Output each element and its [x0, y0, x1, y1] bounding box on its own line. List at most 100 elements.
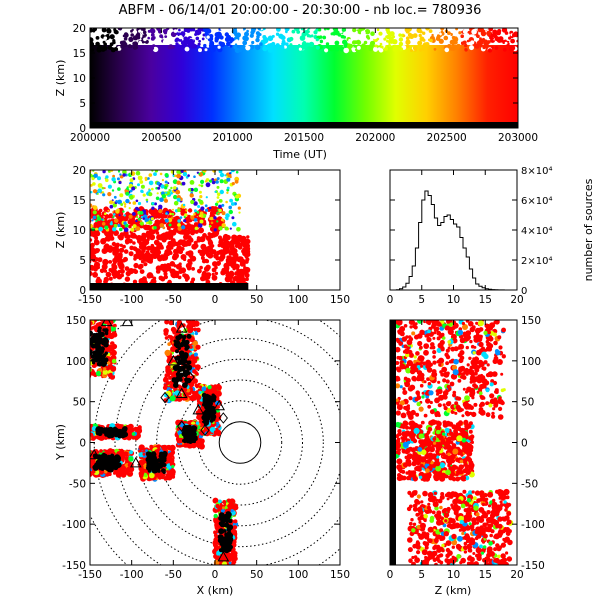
plan-view-source [193, 327, 198, 332]
time-height-source [206, 35, 210, 39]
x-height-upper-source [112, 215, 115, 218]
x-height-upper-source [113, 218, 119, 224]
height-y-source [494, 390, 498, 394]
plan-view-source [81, 343, 86, 348]
time-height-source [203, 43, 207, 48]
time-height-source [376, 28, 380, 32]
plan-view-source [90, 452, 95, 459]
plan-view-source [84, 348, 88, 352]
time-height-source [341, 28, 346, 32]
plan-view-source [230, 499, 234, 503]
time-height-source [109, 42, 114, 47]
x-height-upper-source [154, 170, 159, 173]
x-height-upper-source [168, 223, 172, 227]
x-height-upper-source [95, 227, 99, 231]
time-height-source [181, 45, 185, 50]
time-height-source [244, 31, 249, 37]
x-height-ylabel: Z (km) [54, 212, 67, 249]
x-height-source [86, 226, 90, 230]
plan-view-source [83, 449, 87, 453]
x-tick-label: 202500 [427, 132, 467, 144]
x-height-source [160, 232, 167, 239]
x-height-upper-source [184, 213, 188, 217]
x-height-source [97, 211, 101, 215]
x-height-upper-source [107, 192, 112, 197]
x-height-source [218, 235, 222, 240]
x-height-upper-source [198, 172, 201, 175]
x-height-source [232, 250, 236, 255]
time-height-source [462, 29, 468, 34]
x-height-source [140, 259, 145, 264]
y-tick-label: 5 [79, 98, 86, 110]
plan-view-source [197, 441, 201, 445]
x-height-source [154, 247, 158, 251]
height-y-source [498, 345, 503, 350]
time-height-source [488, 28, 494, 32]
plan-view-source [112, 324, 116, 328]
time-height-source [422, 38, 426, 42]
x-height-source [170, 238, 176, 243]
x-height-source [143, 262, 148, 267]
plan-view-source [226, 498, 231, 503]
x-height-upper-source [229, 198, 234, 203]
x-height-upper-source [224, 174, 227, 177]
plan-view-core-source [151, 451, 156, 456]
time-height-source [149, 28, 155, 33]
x-height-upper-source [213, 228, 217, 232]
x-height-source [143, 224, 149, 230]
x-height-source [202, 270, 207, 276]
plan-view-core-source [185, 431, 189, 435]
time-height-source [464, 43, 468, 48]
time-height-source [214, 32, 220, 38]
plan-view-source [80, 431, 84, 435]
plan-view-source [79, 468, 85, 474]
x-height-upper-source [156, 181, 161, 186]
x-height-upper-source [92, 205, 98, 210]
plan-view-source [233, 504, 239, 511]
plan-view-source [110, 349, 117, 356]
time-height-source [229, 44, 233, 48]
x-height-upper-source [146, 221, 149, 225]
x-height-upper-source [93, 173, 98, 178]
plan-view-source [195, 344, 201, 350]
plan-view-source [82, 426, 87, 431]
x-height-source [136, 251, 140, 255]
x-height-upper-source [172, 179, 178, 185]
time-height-source [429, 38, 433, 43]
plan-view-source [138, 452, 144, 458]
x-height-source [102, 258, 109, 266]
plan-view-source [86, 458, 89, 461]
time-height-source [127, 44, 132, 49]
time-height-source [280, 45, 285, 50]
x-height-source [90, 264, 95, 271]
time-height-source [143, 37, 147, 42]
x-height-upper-source [161, 194, 166, 199]
time-height-source [306, 30, 310, 34]
x-height-upper-source [119, 173, 122, 176]
y-tick-label: 15 [73, 195, 86, 207]
x-height-source [177, 275, 182, 280]
x-height-upper-source [182, 172, 188, 177]
time-height-source [508, 36, 512, 40]
time-height-source [226, 34, 232, 40]
x-height-upper-source [189, 180, 195, 185]
time-height-source [362, 44, 367, 49]
plan-view-source [84, 431, 88, 435]
time-height-source [334, 40, 340, 46]
time-height-source [123, 32, 129, 38]
plan-view-source [169, 395, 176, 402]
time-height-source [90, 41, 95, 47]
x-tick-label: 50 [250, 294, 263, 306]
time-height-source [501, 28, 508, 33]
x-height-source [90, 247, 93, 254]
plan-view-core-source [145, 465, 152, 471]
sensor-triangle-marker [213, 399, 226, 411]
height-y-source [442, 378, 447, 383]
x-height-source [150, 229, 156, 235]
time-height-source [308, 41, 315, 48]
plan-view-core-source [173, 342, 179, 347]
x-height-upper-source [148, 180, 154, 186]
plan-view-source [97, 320, 100, 321]
x-height-upper-source [136, 215, 139, 218]
